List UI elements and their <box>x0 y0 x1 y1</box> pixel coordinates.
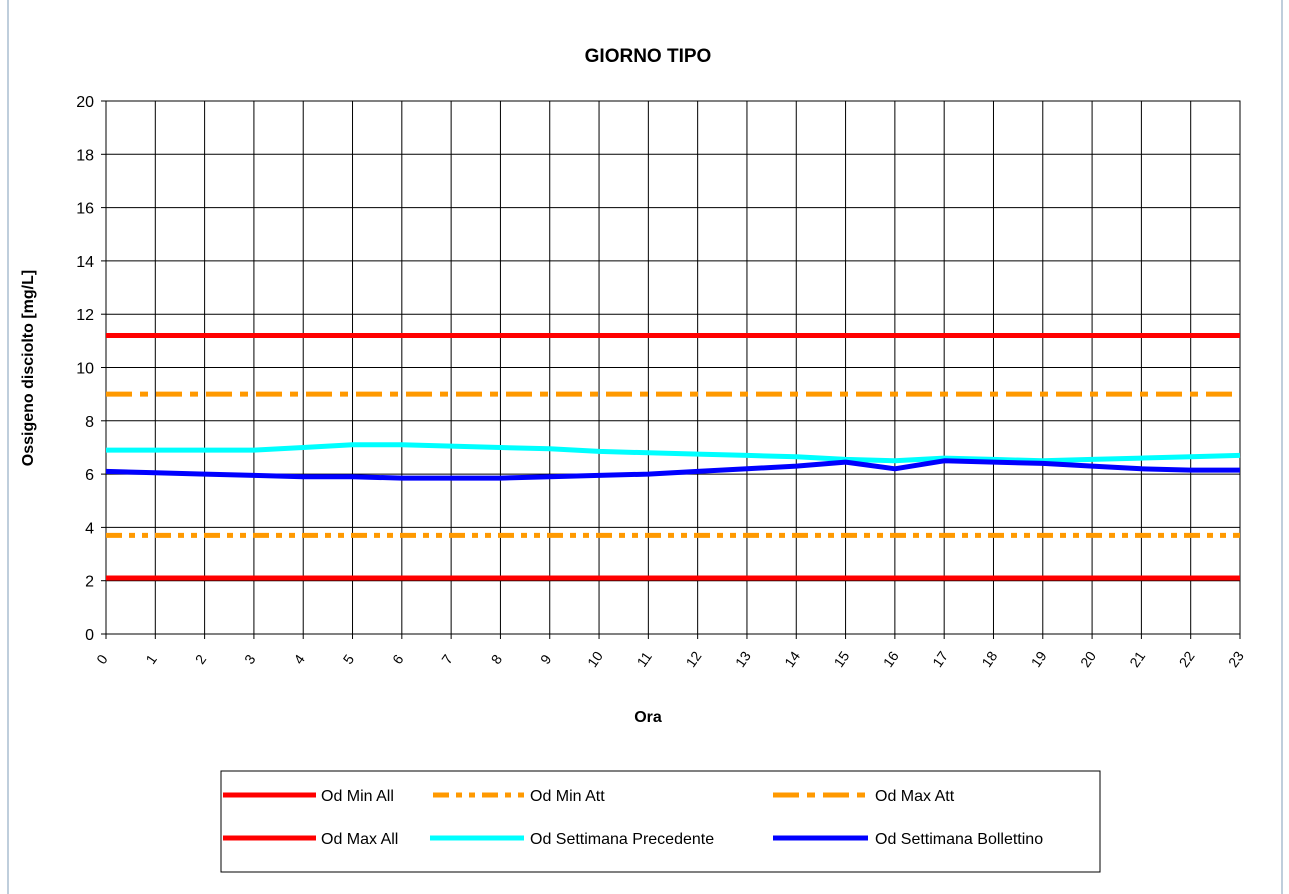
x-tick-label: 10 <box>584 648 606 670</box>
x-tick-label: 4 <box>290 651 308 667</box>
x-axis-title: Ora <box>634 709 662 726</box>
x-tick-label: 8 <box>488 651 506 667</box>
x-tick-label: 6 <box>389 651 407 667</box>
x-tick-label: 21 <box>1126 648 1148 670</box>
y-tick-label: 16 <box>76 201 94 218</box>
y-tick-label: 2 <box>85 574 94 591</box>
chart-title: GIORNO TIPO <box>585 46 712 67</box>
x-tick-label: 15 <box>830 648 852 670</box>
y-tick-label: 4 <box>85 520 94 537</box>
x-tick-label: 19 <box>1028 648 1050 670</box>
x-tick-label: 1 <box>142 651 160 667</box>
x-tick-label: 16 <box>880 648 902 670</box>
legend-label: Od Max Att <box>875 788 955 805</box>
x-tick-label: 22 <box>1176 648 1198 670</box>
legend-label: Od Min Att <box>530 788 605 805</box>
y-tick-label: 8 <box>85 414 94 431</box>
legend: Od Min All Od Min Att Od Max Att Od Max All… <box>220 770 1101 873</box>
y-tick-label: 20 <box>76 94 94 111</box>
grid <box>101 100 1241 639</box>
x-tick-label: 2 <box>192 651 210 667</box>
y-axis-title: Ossigeno disciolto [mg/L] <box>20 270 37 466</box>
legend-label: Od Min All <box>321 788 394 805</box>
x-tick-label: 20 <box>1077 648 1099 670</box>
series-group <box>105 333 1241 581</box>
x-tick-label: 9 <box>537 651 555 667</box>
series-line-5 <box>106 442 1241 464</box>
x-tick-label: 12 <box>683 648 705 670</box>
legend-label: Od Settimana Precedente <box>530 831 714 848</box>
x-tick-label: 5 <box>340 651 358 667</box>
x-tick-label: 7 <box>438 651 456 667</box>
y-tick-label: 12 <box>76 307 94 324</box>
x-tick-label: 3 <box>241 651 259 667</box>
x-tick-label: 0 <box>93 651 111 667</box>
legend-box <box>220 770 1101 873</box>
legend-label: Od Settimana Bollettino <box>875 831 1043 848</box>
x-axis-ticks: 0 1 2 3 4 5 6 7 8 9 10 11 12 13 14 15 16 17 18 19 20 21 22 23 <box>93 648 1247 670</box>
y-axis-ticks: 0 2 4 6 8 10 12 14 16 18 20 <box>76 94 94 644</box>
y-tick-label: 10 <box>76 361 94 378</box>
x-tick-label: 13 <box>732 648 754 670</box>
y-tick-label: 0 <box>85 627 94 644</box>
y-tick-label: 14 <box>76 254 94 271</box>
y-tick-label: 6 <box>85 467 94 484</box>
legend-label: Od Max All <box>321 831 398 848</box>
x-tick-label: 17 <box>929 648 951 670</box>
y-tick-label: 18 <box>76 147 94 164</box>
x-tick-label: 11 <box>634 648 656 669</box>
x-tick-label: 23 <box>1225 648 1247 670</box>
x-tick-label: 18 <box>978 648 1000 670</box>
series-line-6 <box>105 458 1240 481</box>
x-tick-label: 14 <box>781 648 803 670</box>
